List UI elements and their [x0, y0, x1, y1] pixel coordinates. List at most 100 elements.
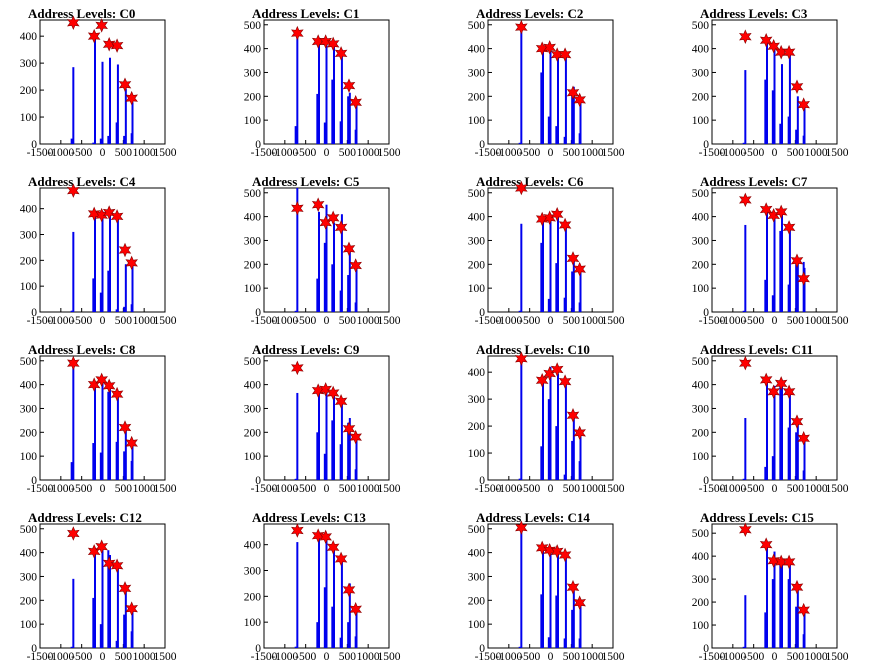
- bar: [744, 595, 747, 648]
- y-tick-label: 200: [20, 427, 38, 439]
- bar: [347, 422, 350, 480]
- peak-marker: [739, 522, 752, 538]
- bar: [115, 640, 118, 648]
- x-tick-label: 1500: [154, 147, 177, 159]
- bar: [742, 310, 745, 312]
- x-tick-label: 1000: [581, 315, 604, 327]
- peak-marker: [767, 384, 780, 400]
- x-tick-label: 500: [115, 315, 133, 327]
- bar: [107, 391, 110, 480]
- bar: [771, 579, 774, 648]
- y-tick-label: 100: [244, 283, 262, 295]
- chart-title: Address Levels: C12: [28, 510, 142, 525]
- peak-marker: [782, 384, 796, 400]
- bar: [547, 399, 550, 480]
- bar: [131, 609, 134, 648]
- bar: [325, 204, 328, 312]
- bar: [571, 609, 574, 648]
- peak-marker: [782, 220, 796, 235]
- bar: [116, 562, 119, 648]
- chart-panel: Address Levels: C6 0 100 200 300 400 500 -1500-…: [448, 168, 672, 336]
- y-tick-label: 500: [244, 356, 262, 368]
- chart-panel: Address Levels: C12 0 100 200 300 400 500 -1500…: [0, 504, 224, 672]
- bar: [557, 552, 559, 648]
- y-tick-label: 200: [20, 595, 38, 607]
- peak-marker: [573, 92, 586, 108]
- bar: [94, 211, 96, 312]
- bar: [333, 222, 335, 312]
- x-tick-label: -1500: [699, 315, 726, 327]
- chart-panel: Address Levels: C15 0 100 200 300 400 500 -1500…: [672, 504, 896, 672]
- x-tick-label: 500: [787, 483, 805, 495]
- bar: [779, 385, 782, 480]
- x-tick-label: -1500: [475, 651, 502, 663]
- x-tick-label: -1000: [719, 483, 746, 495]
- y-tick-label: 400: [468, 548, 486, 560]
- peak-marker: [797, 602, 810, 618]
- bar: [803, 267, 806, 312]
- y-tick-label: 300: [468, 67, 486, 79]
- x-tick-label: -1000: [495, 483, 522, 495]
- bar: [564, 53, 567, 145]
- bar: [107, 550, 110, 648]
- x-tick-label: 1500: [826, 147, 849, 159]
- bar: [101, 61, 104, 144]
- bar: [557, 52, 559, 144]
- x-tick-label: -500: [295, 315, 316, 327]
- bar: [796, 420, 799, 480]
- peak-marker: [759, 202, 773, 217]
- chart-title: Address Levels: C11: [700, 342, 814, 357]
- bar: [542, 46, 544, 144]
- x-tick-label: 1000: [805, 147, 828, 159]
- x-tick-label: -1500: [475, 483, 502, 495]
- bar: [94, 37, 96, 144]
- x-tick-label: 500: [563, 483, 581, 495]
- peak-marker: [767, 553, 780, 569]
- y-tick-label: 100: [20, 112, 38, 124]
- peak-marker: [573, 425, 586, 441]
- x-tick-label: 1500: [378, 315, 401, 327]
- x-tick-label: 500: [563, 651, 581, 663]
- bar: [99, 624, 102, 648]
- peak-marker: [349, 429, 362, 445]
- bar: [564, 380, 567, 480]
- x-tick-label: -1000: [495, 651, 522, 663]
- bar: [99, 292, 102, 312]
- bar: [579, 432, 582, 480]
- y-tick-label: 100: [468, 619, 486, 631]
- x-tick-label: 0: [772, 315, 778, 327]
- bar: [116, 213, 119, 312]
- bar: [803, 104, 806, 144]
- peak-marker: [573, 261, 586, 277]
- y-tick-label: 400: [20, 204, 38, 216]
- bar: [323, 242, 326, 312]
- bar: [115, 441, 118, 480]
- y-tick-label: 100: [20, 281, 38, 293]
- peak-marker: [95, 372, 108, 388]
- x-tick-label: 0: [548, 483, 554, 495]
- x-tick-label: 500: [115, 651, 133, 663]
- chart-title: Address Levels: C7: [700, 174, 808, 189]
- y-tick-label: 400: [468, 44, 486, 56]
- x-tick-label: 1500: [826, 483, 849, 495]
- peak-marker: [319, 382, 332, 397]
- bar: [787, 427, 790, 480]
- x-tick-label: -1500: [699, 147, 726, 159]
- bar: [325, 387, 328, 480]
- y-tick-label: 300: [244, 403, 262, 415]
- x-tick-label: 0: [548, 315, 554, 327]
- peak-marker: [291, 523, 304, 538]
- peak-marker: [535, 372, 549, 388]
- bar: [318, 40, 320, 145]
- peak-marker: [759, 33, 773, 48]
- peak-marker: [739, 29, 752, 44]
- y-tick-label: 500: [692, 188, 710, 200]
- y-tick-label: 300: [20, 403, 38, 415]
- x-tick-label: 1500: [378, 651, 401, 663]
- bar: [764, 612, 767, 648]
